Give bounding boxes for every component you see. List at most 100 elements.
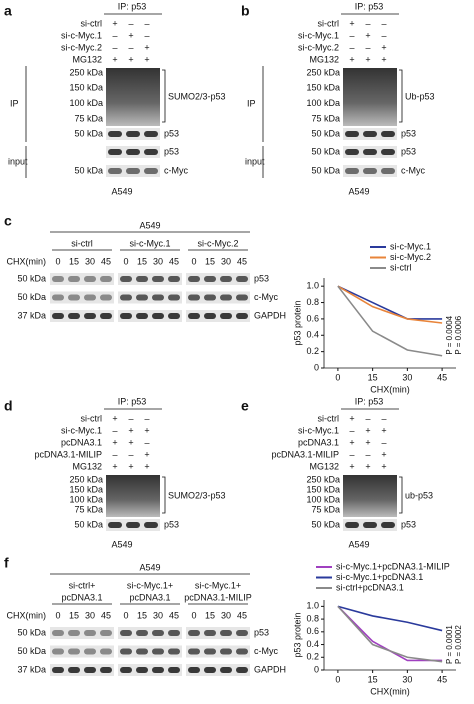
blot xyxy=(118,627,182,639)
blot-band xyxy=(345,149,359,155)
p-value: P = 0.0002 xyxy=(454,625,463,664)
y-tick-label: 0.4 xyxy=(306,330,319,340)
panel-letter: a xyxy=(4,3,12,19)
condition-sign: + xyxy=(349,437,354,447)
band-label: c-Myc xyxy=(164,165,188,175)
y-tick-label: 0 xyxy=(314,664,319,674)
marker-label: 75 kDa xyxy=(74,504,103,514)
band-label: GAPDH xyxy=(254,310,286,320)
group-label: si-c-Myc.1+ xyxy=(195,580,241,590)
legend-label: si-c-Myc.1+pcDNA3.1 xyxy=(336,572,423,582)
blot-band xyxy=(144,131,158,137)
condition-sign: – xyxy=(349,449,354,459)
blot-band xyxy=(136,648,148,655)
blot-band xyxy=(120,276,132,282)
legend-label: si-c-Myc.2 xyxy=(390,252,431,262)
smear-blot xyxy=(343,68,397,126)
blot-band xyxy=(84,648,96,655)
blot-band xyxy=(108,149,122,155)
marker-label: 100 kDa xyxy=(69,98,103,108)
condition-sign: + xyxy=(144,449,149,459)
blot-band xyxy=(236,630,248,636)
blot-band xyxy=(84,667,96,673)
bracket xyxy=(162,69,166,123)
blot-band xyxy=(120,667,132,673)
condition-sign: + xyxy=(349,413,354,423)
condition-sign: + xyxy=(365,425,370,435)
blot-band xyxy=(152,630,164,636)
time-label: 15 xyxy=(137,256,147,266)
ip-title: IP: p53 xyxy=(355,1,384,11)
condition-label: MG132 xyxy=(309,54,339,64)
group-label: pcDNA3.1-MILIP xyxy=(184,592,252,602)
time-label: 30 xyxy=(221,610,231,620)
legend-label: si-c-Myc.1 xyxy=(390,241,431,251)
blot xyxy=(50,664,114,676)
blot-band xyxy=(381,522,395,528)
blot-band xyxy=(100,294,112,301)
y-tick-label: 1.0 xyxy=(306,281,319,291)
cell-label: A549 xyxy=(111,539,132,549)
chx-label: CHX(min) xyxy=(7,610,47,620)
condition-sign: + xyxy=(365,461,370,471)
condition-sign: – xyxy=(349,42,354,52)
blot-band xyxy=(108,131,122,137)
blot-band xyxy=(52,313,64,319)
x-tick-label: 15 xyxy=(368,674,378,684)
blot xyxy=(186,273,250,285)
group-label: pcDNA3.1 xyxy=(61,592,102,602)
blot-band xyxy=(204,294,216,301)
blot-band xyxy=(381,149,395,155)
band-label: p53 xyxy=(254,273,269,283)
blot-band xyxy=(126,168,140,174)
blot-band xyxy=(136,630,148,636)
blot-band xyxy=(188,648,200,655)
bracket xyxy=(399,476,403,514)
marker-label: 75 kDa xyxy=(74,113,103,123)
condition-sign: + xyxy=(349,461,354,471)
y-tick-label: 0 xyxy=(314,362,319,372)
condition-sign: + xyxy=(128,437,133,447)
blot-band xyxy=(204,313,216,319)
cell-label: A549 xyxy=(348,539,369,549)
y-axis-label: p53 protein xyxy=(292,612,302,657)
condition-sign: + xyxy=(128,461,133,471)
condition-label: MG132 xyxy=(309,461,339,471)
time-label: 15 xyxy=(69,610,79,620)
blot-band xyxy=(68,667,80,673)
blot-band xyxy=(220,294,232,301)
band-label: p53 xyxy=(401,128,416,138)
blot-band xyxy=(126,131,140,137)
blot-band xyxy=(52,294,64,301)
blot-band xyxy=(204,276,216,282)
marker-label: 100 kDa xyxy=(306,494,340,504)
marker-label: 100 kDa xyxy=(306,98,340,108)
condition-sign: + xyxy=(381,425,386,435)
condition-sign: – xyxy=(365,413,370,423)
blot-band xyxy=(363,131,377,137)
band-label: p53 xyxy=(401,519,416,529)
condition-sign: – xyxy=(365,449,370,459)
condition-sign: – xyxy=(365,18,370,28)
blot xyxy=(186,627,250,639)
blot-band xyxy=(236,294,248,301)
blot-band xyxy=(168,313,180,319)
blot-band xyxy=(363,522,377,528)
condition-sign: + xyxy=(144,42,149,52)
x-tick-label: 45 xyxy=(437,372,447,382)
condition-sign: + xyxy=(381,449,386,459)
marker-label: 250 kDa xyxy=(69,67,103,77)
group-label: si-c-Myc.2 xyxy=(198,238,239,248)
condition-sign: – xyxy=(381,18,386,28)
blot-band xyxy=(152,294,164,301)
smear-label: SUMO2/3-p53 xyxy=(168,490,226,500)
blot-band xyxy=(220,276,232,282)
panel-letter: b xyxy=(241,3,250,19)
blot-band xyxy=(68,648,80,655)
blot-band xyxy=(168,276,180,282)
blot-band xyxy=(144,149,158,155)
condition-sign: – xyxy=(144,30,149,40)
condition-label: si-ctrl xyxy=(81,413,103,423)
time-label: 30 xyxy=(85,610,95,620)
blot xyxy=(50,291,114,304)
